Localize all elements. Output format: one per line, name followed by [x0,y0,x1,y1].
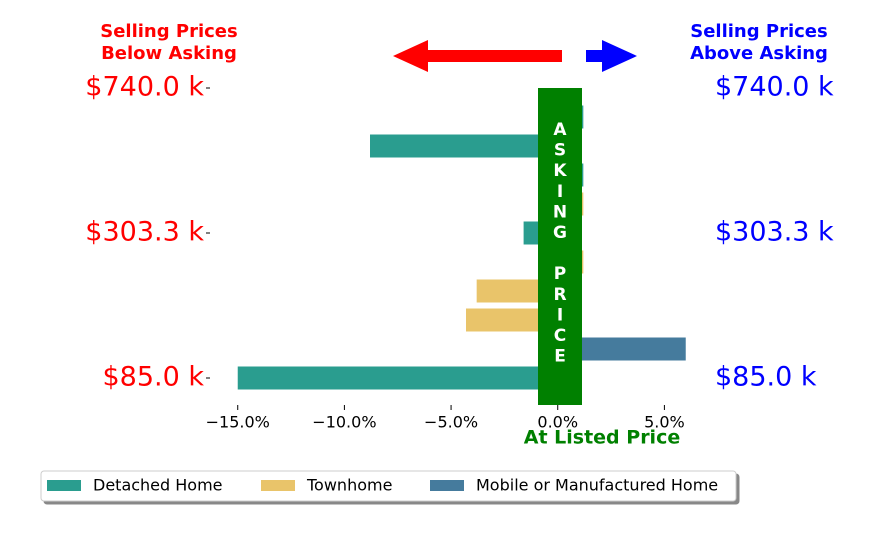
legend-label: Detached Home [93,476,223,495]
x-tick-label: 0.0% [537,413,578,432]
x-tick-label: −10.0% [312,413,376,432]
right-arrow [586,40,637,72]
x-label: At Listed Price [524,427,680,449]
x-tick-label: −5.0% [424,413,478,432]
right-note: Above Asking [690,43,828,64]
y-tick-label: $740.0 k [715,72,834,103]
bar [476,279,558,303]
left-note: Below Asking [101,43,237,64]
y-tick-label: $85.0 k [715,362,817,393]
legend-label: Townhome [306,476,392,495]
legend: Detached Home Townhome Mobile or Manufactu… [40,470,737,502]
bar [370,134,558,158]
left-note: Selling Prices [100,21,237,42]
legend-label: Mobile or Manufactured Home [476,476,718,495]
y-tick-label: $303.3 k [85,217,204,248]
legend-frame [40,470,737,502]
legend-swatch [47,480,81,491]
bar [557,337,686,361]
left-arrow [393,40,562,72]
y-tick-label: $303.3 k [715,217,834,248]
asking-price-box [538,88,582,405]
legend-swatch [261,480,295,491]
x-tick-label: 5.0% [644,413,685,432]
bar [237,366,558,390]
x-tick-label: −15.0% [206,413,270,432]
y-tick-label: $85.0 k [102,362,204,393]
legend-swatch [430,480,464,491]
bar [466,308,558,332]
right-note: Selling Prices [690,21,827,42]
y-tick-label: $740.0 k [85,72,204,103]
